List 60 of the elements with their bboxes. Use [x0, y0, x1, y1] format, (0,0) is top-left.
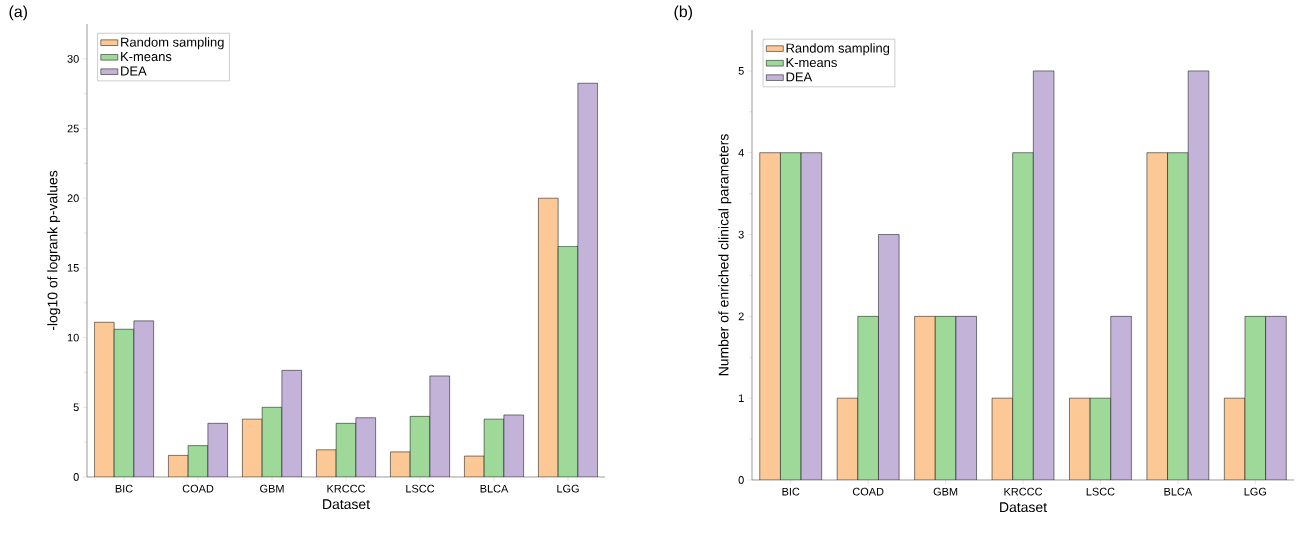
x-tick-label: LGG [557, 484, 579, 493]
legend-label: K-means [121, 52, 172, 62]
y-tick-label: 15 [67, 264, 79, 272]
legend-label: Random sampling [121, 37, 224, 50]
x-axis-title: Dataset [1000, 502, 1047, 513]
x-tick-label: GBM [933, 487, 958, 496]
y-tick-label: 3 [738, 230, 744, 239]
bar [1188, 70, 1209, 480]
x-tick-label: BIC [782, 487, 800, 496]
x-tick-label: BIC [115, 484, 133, 493]
bar [94, 322, 115, 477]
y-tick-label: 5 [73, 403, 79, 412]
bar [837, 398, 858, 480]
x-tick-label: LGG [1244, 487, 1267, 496]
y-tick-label: 10 [67, 333, 79, 342]
y-tick-label: 20 [67, 194, 79, 203]
bar [281, 370, 302, 477]
bar [914, 316, 936, 480]
x-tick-label: LSCC [406, 484, 435, 493]
legend-label: K-means [786, 58, 837, 68]
y-tick-label: 25 [67, 124, 79, 133]
bar [1033, 70, 1054, 480]
y-tick-label: 30 [67, 54, 79, 63]
bar [114, 329, 134, 477]
y-tick-label: 5 [738, 67, 744, 75]
y-tick-label: 4 [738, 148, 744, 157]
text: (a) [9, 5, 28, 21]
x-tick-label: KRCCC [327, 484, 366, 493]
x-tick-label: GBM [260, 484, 284, 493]
text: (b) [674, 5, 693, 21]
bar [759, 152, 781, 480]
legend-label: Random sampling [786, 43, 890, 56]
bar [1265, 316, 1287, 480]
bar [1069, 398, 1091, 480]
y-tick-label: 0 [738, 476, 744, 484]
bar [801, 152, 822, 480]
y-tick-label: 1 [738, 394, 744, 402]
bar [133, 320, 154, 477]
legend-label: DEA [121, 66, 147, 76]
x-tick-label: LSCC [1086, 487, 1115, 496]
bar [1110, 316, 1132, 480]
bar [577, 82, 598, 477]
x-tick-label: BLCA [480, 484, 509, 493]
x-tick-label: BLCA [1164, 487, 1193, 496]
bar [992, 398, 1013, 480]
bar [557, 246, 579, 477]
bar [1146, 152, 1168, 480]
y-tick-label: 0 [73, 473, 79, 481]
x-tick-label: COAD [182, 484, 214, 493]
bar [538, 197, 559, 477]
y-axis-title: -log10 of logrank p-values [47, 170, 61, 331]
legend-label: DEA [786, 72, 813, 82]
x-tick-label: KRCCC [1004, 487, 1043, 496]
y-tick-label: 2 [738, 312, 744, 321]
y-axis-title: Number of enriched clinical parameters [718, 134, 732, 376]
x-tick-label: COAD [852, 487, 884, 496]
bar [1224, 397, 1246, 480]
bar [955, 316, 977, 480]
bar [878, 234, 900, 480]
x-axis-title: Dataset [323, 499, 370, 510]
